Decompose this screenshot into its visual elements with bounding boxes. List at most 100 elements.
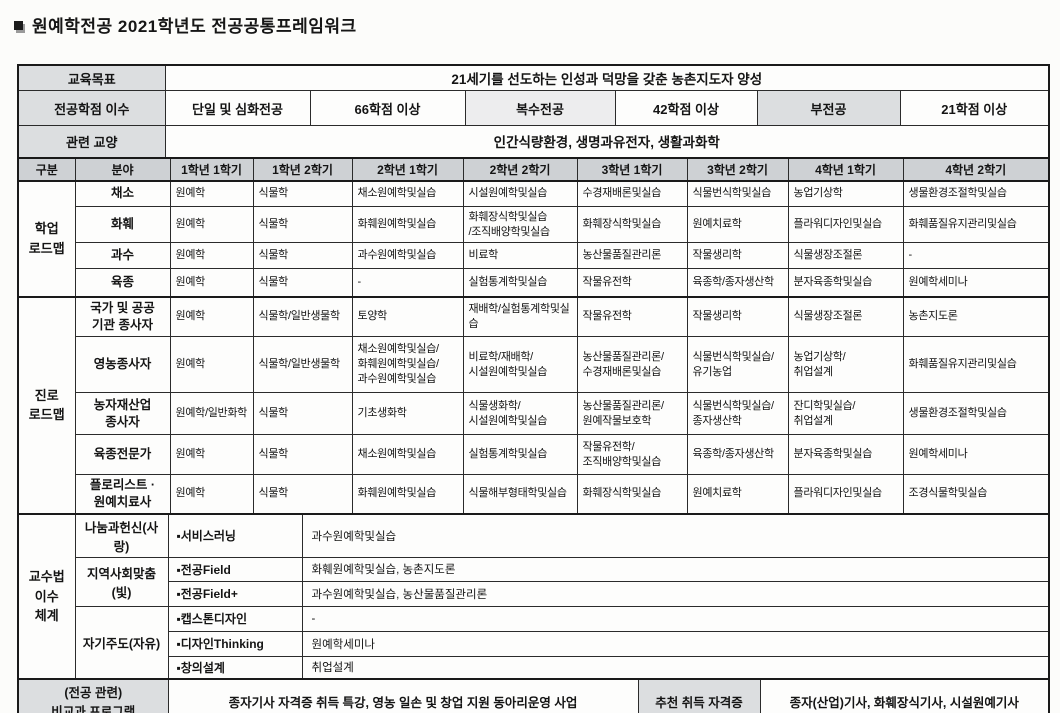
course-cell: 비료학 <box>462 242 578 269</box>
course-cell: 과수원예학및실습 <box>351 242 464 269</box>
section-label-academic-roadmap: 학업 로드맵 <box>17 179 76 297</box>
course-cell: 실험통계학및실습 <box>462 268 578 297</box>
course-cell: 생물환경조절학및실습 <box>902 392 1050 435</box>
course-cell: 플라워디자인및실습 <box>787 206 904 243</box>
framework-table: 교육목표 21세기를 선도하는 인성과 덕망을 갖춘 농촌지도자 양성 전공학점… <box>17 64 1051 713</box>
course-cell: 원예학 <box>169 434 254 475</box>
course-cell: 채소원예학및실습 <box>351 434 464 475</box>
document-title-text: 원예학전공 2021학년도 전공공통프레임워크 <box>32 17 357 36</box>
course-cell: 식물해부형태학및실습 <box>462 473 578 515</box>
field-cell: 화훼 <box>74 206 171 243</box>
liberal-arts-row: 관련 교양 인간식량환경, 생명과유전자, 생활과화학 <box>17 125 1050 158</box>
course-cell: 원예치료학 <box>686 206 789 243</box>
course-cell: 농산물품질관리론/ 원예작물보호학 <box>576 392 688 435</box>
extracurricular-table: (전공 관련) 비교과 프로그램 종자기사 자격증 취득 특강, 영농 일손 및… <box>17 677 1050 713</box>
method-cell: ▪서비스러닝 <box>167 513 303 558</box>
course-cell: 원예학 <box>169 242 254 269</box>
course-cell: 식물생화학/ 시설원예학및실습 <box>462 392 578 435</box>
grid-header-row: 구분 분야 1학년 1학기 1학년 2학기 2학년 1학기 2학년 2학기 3학… <box>17 157 1050 181</box>
course-cell: - <box>902 242 1050 269</box>
course-cell: 수경재배론및실습 <box>576 179 688 207</box>
course-cell: 화훼장식학및실습 <box>576 206 688 243</box>
course-cell: 화훼품질유지관리및실습 <box>902 206 1050 243</box>
field-cell: 육종전문가 <box>74 434 171 475</box>
course-cell: 잔디학및실습/ 취업설계 <box>787 392 904 435</box>
credit-cell-42: 42학점 이상 <box>614 90 758 126</box>
field-cell: 채소 <box>74 179 171 207</box>
course-cell: 원예학 <box>169 179 254 207</box>
method-course-cell: 원예학세미나 <box>301 630 1050 657</box>
career-row-agri-material: 농자재산업 종사자 원예학/일반화학 식물학 기초생화학 식물생화학/ 시설원예… <box>18 392 1050 435</box>
header-sem-2-2: 2학년 2학기 <box>462 157 578 181</box>
document-title: 원예학전공 2021학년도 전공공통프레임워크 <box>14 12 357 37</box>
course-cell: 조경식물학및실습 <box>902 473 1050 515</box>
course-cell: 육종학/종자생산학 <box>686 434 789 475</box>
field-cell: 과수 <box>74 242 171 269</box>
course-cell: 분자육종학및실습 <box>787 434 904 475</box>
extracurricular-row: (전공 관련) 비교과 프로그램 종자기사 자격증 취득 특강, 영농 일손 및… <box>17 678 1050 713</box>
course-cell: 비료학/재배학/ 시설원예학및실습 <box>462 336 578 393</box>
course-cell: 토양학 <box>351 295 464 337</box>
course-cell: 작물유전학 <box>576 295 688 337</box>
course-cell: 농촌지도론 <box>902 295 1050 337</box>
header-sem-4-2: 4학년 2학기 <box>902 157 1050 181</box>
course-cell: 식물학 <box>252 206 353 243</box>
course-cell: 육종학/종자생산학 <box>686 268 789 297</box>
teaching-group-sharing: 나눔과헌신(사랑) <box>74 513 169 558</box>
teaching-row-design-thinking: ▪디자인Thinking 원예학세미나 <box>18 630 1050 657</box>
course-cell: 농업기상학/ 취업설계 <box>787 336 904 393</box>
course-cell: 식물번식학및실습/ 유기농업 <box>686 336 789 393</box>
course-cell: 식물학/일반생물학 <box>252 336 353 393</box>
teaching-row-field: 지역사회맞춤(빛) ▪전공Field 화훼원예학및실습, 농촌지도론 <box>18 556 1050 607</box>
course-cell: 원예학세미나 <box>902 268 1050 297</box>
teaching-row-service: 교수법 이수 체계 나눔과헌신(사랑) ▪서비스러닝 과수원예학및실습 <box>17 513 1050 680</box>
course-cell: 원예학세미나 <box>902 434 1050 475</box>
course-cell: 식물학 <box>252 179 353 207</box>
course-cell: 화훼장식학및실습 <box>576 473 688 515</box>
course-cell: 화훼품질유지관리및실습 <box>902 336 1050 393</box>
credit-cell-double-major: 복수전공 <box>464 90 616 126</box>
education-goal-row: 교육목표 21세기를 선도하는 인성과 덕망을 갖춘 농촌지도자 양성 <box>17 64 1050 91</box>
academic-row-vegetable: 학업 로드맵 채소 원예학 식물학 채소원예학및실습 시설원예학및실습 수경재배… <box>17 179 1050 297</box>
field-cell: 육종 <box>74 268 171 297</box>
summary-table: 교육목표 21세기를 선도하는 인성과 덕망을 갖춘 농촌지도자 양성 전공학점… <box>17 64 1051 159</box>
method-course-cell: 취업설계 <box>301 655 1050 680</box>
course-cell: 식물생장조절론 <box>787 295 904 337</box>
course-cell: 기초생화학 <box>351 392 464 435</box>
method-course-cell: 과수원예학및실습, 농산물품질관리론 <box>301 580 1050 607</box>
teaching-row-field-plus: ▪전공Field+ 과수원예학및실습, 농산물품질관리론 <box>18 580 1050 607</box>
method-cell: ▪전공Field+ <box>167 580 303 607</box>
course-cell: 원예학/일반화학 <box>169 392 254 435</box>
header-sem-1-2: 1학년 2학기 <box>252 157 353 181</box>
course-cell: 작물유전학/ 조직배양학및실습 <box>576 434 688 475</box>
method-course-cell: 화훼원예학및실습, 농촌지도론 <box>301 556 1050 582</box>
liberal-arts-value: 인간식량환경, 생명과유전자, 생활과화학 <box>164 125 1050 158</box>
header-sem-2-1: 2학년 1학기 <box>351 157 464 181</box>
header-sem-4-1: 4학년 1학기 <box>787 157 904 181</box>
course-cell: 원예학 <box>169 268 254 297</box>
course-cell: 원예학 <box>169 295 254 337</box>
field-cell: 국가 및 공공 기관 종사자 <box>74 295 171 337</box>
course-cell: 농산물품질관리론 <box>576 242 688 269</box>
teaching-group-community: 지역사회맞춤(빛) <box>74 556 169 607</box>
course-cell: 식물생장조절론 <box>787 242 904 269</box>
credit-cell-minor: 부전공 <box>756 90 901 126</box>
course-cell: 식물학 <box>252 242 353 269</box>
course-cell: 플라워디자인및실습 <box>787 473 904 515</box>
course-cell: 식물학 <box>252 473 353 515</box>
course-cell: 채소원예학및실습/ 화훼원예학및실습/ 과수원예학및실습 <box>351 336 464 393</box>
course-cell: 원예치료학 <box>686 473 789 515</box>
course-cell: 식물학 <box>252 268 353 297</box>
course-cell: 채소원예학및실습 <box>351 179 464 207</box>
education-goal-value: 21세기를 선도하는 인성과 덕망을 갖춘 농촌지도자 양성 <box>164 64 1050 91</box>
square-bullet-icon <box>14 21 23 30</box>
teaching-row-capstone: 자기주도(자유) ▪캡스톤디자인 - <box>18 605 1050 680</box>
teaching-method-table: 교수법 이수 체계 나눔과헌신(사랑) ▪서비스러닝 과수원예학및실습 지역사회… <box>17 512 1050 680</box>
career-row-public: 진로 로드맵 국가 및 공공 기관 종사자 원예학 식물학/일반생물학 토양학 … <box>17 295 1050 515</box>
course-cell: 원예학 <box>169 336 254 393</box>
extracurricular-value: 종자기사 자격증 취득 특강, 영농 일손 및 창업 지원 동아리운영 사업 <box>167 678 639 713</box>
field-cell: 농자재산업 종사자 <box>74 392 171 435</box>
course-cell: 원예학 <box>169 206 254 243</box>
teaching-row-creative-design: ▪창의설계 취업설계 <box>18 655 1050 680</box>
